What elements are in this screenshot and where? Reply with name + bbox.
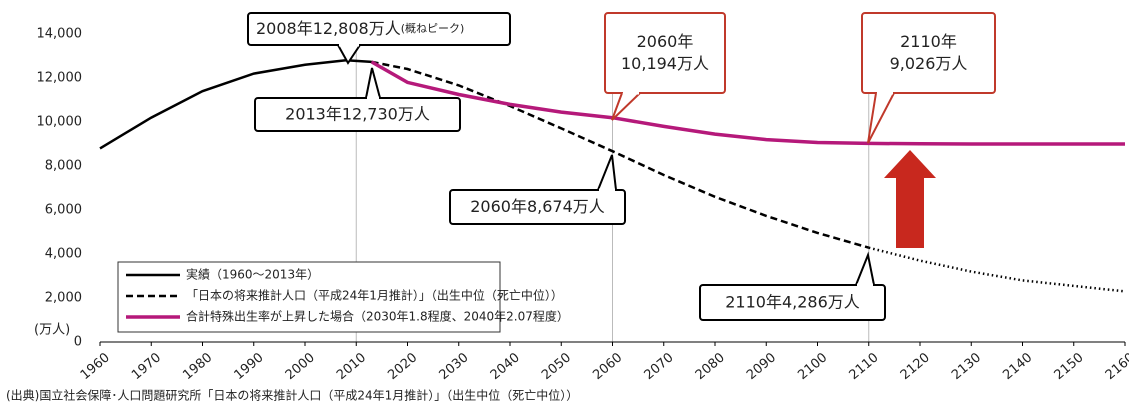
- annotation-line: 2110年: [900, 32, 957, 51]
- x-tick-label: 1980: [180, 350, 215, 383]
- annotation-line: 2013年12,730万人: [285, 104, 430, 123]
- legend: 実績（1960～2013年） 「日本の将来推計人口（平成24年1月推計）」（出生中…: [117, 261, 569, 333]
- annotation-box: [699, 284, 886, 321]
- annotation-pointer: [337, 44, 361, 65]
- annotation-text: 2008年12,808万人(概ねピーク): [256, 19, 464, 38]
- legend-label: 実績（1960～2013年）: [186, 267, 319, 282]
- y-tick-label: 4,000: [45, 247, 82, 262]
- annotation-text: 9,026万人: [890, 54, 968, 73]
- annotation: 2060年 10,194万人: [604, 12, 726, 121]
- x-tick-label: 2080: [693, 350, 728, 383]
- annotation-line: 2060年: [637, 32, 694, 51]
- annotation-text: 2110年: [900, 32, 957, 51]
- x-tick-label: 2160: [1103, 350, 1129, 383]
- annotation-box: [861, 12, 996, 94]
- y-tick-label: 2,000: [45, 291, 82, 306]
- series-line: [370, 60, 1125, 146]
- y-tick-label: 14,000: [37, 27, 83, 42]
- x-tick-label: 2100: [795, 350, 830, 383]
- annotation-pointer: [365, 67, 381, 99]
- x-tick-label: 1960: [78, 350, 113, 383]
- annotation-pointer: [611, 92, 641, 121]
- annotation-box: [247, 12, 511, 46]
- x-tick-label: 2020: [385, 350, 420, 383]
- x-tick-label: 1970: [129, 350, 164, 383]
- annotation-text: 2060年: [637, 32, 694, 51]
- x-tick-label: 2040: [488, 350, 523, 383]
- x-tick-label: 2060: [590, 350, 625, 383]
- annotation-text: 2110年4,286万人: [725, 292, 860, 311]
- x-tick-label: 2000: [283, 350, 318, 383]
- annotation-pointer: [867, 92, 895, 144]
- y-tick-label: 10,000: [37, 115, 83, 130]
- annotation: 2013年12,730万人: [254, 67, 461, 132]
- annotation-box: [254, 97, 461, 132]
- y-tick-label: 6,000: [45, 203, 82, 218]
- annotation: 2110年 9,026万人: [861, 12, 996, 144]
- y-tick-label: 12,000: [37, 71, 83, 86]
- series-line: [371, 60, 870, 249]
- annotation-box: [449, 189, 626, 225]
- x-tick-label: 2120: [898, 350, 933, 383]
- x-tick-label: 2010: [334, 350, 369, 383]
- legend-box: [117, 261, 501, 333]
- series-line: [868, 246, 1126, 293]
- x-tick-label: 2150: [1052, 350, 1087, 383]
- annotation-text: 2013年12,730万人: [285, 104, 430, 123]
- x-tick-label: 2090: [744, 350, 779, 383]
- annotation: 2110年4,286万人: [699, 251, 886, 321]
- annotation-note: (概ねピーク): [401, 22, 465, 35]
- annotation-box: [604, 12, 726, 94]
- x-tick-label: 2050: [539, 350, 574, 383]
- x-tick-label: 2070: [642, 350, 677, 383]
- y-unit-label: (万人): [34, 323, 70, 338]
- annotation-text: 10,194万人: [621, 54, 709, 73]
- x-tick-label: 2110: [847, 350, 882, 383]
- x-tick-label: 1990: [232, 350, 267, 383]
- annotation-text: 2060年8,674万人: [470, 197, 605, 216]
- annotation-pointer: [855, 251, 875, 286]
- up-arrow: [884, 150, 936, 248]
- y-tick-label: 0: [74, 335, 82, 350]
- annotation-pointer: [597, 154, 617, 191]
- legend-label: 「日本の将来推計人口（平成24年1月推計）」（出生中位（死亡中位））: [186, 288, 563, 303]
- x-tick-label: 2140: [1000, 350, 1035, 383]
- annotation-line: 2060年8,674万人: [470, 197, 605, 216]
- x-tick-label: 2130: [949, 350, 984, 383]
- annotation-line: 2008年12,808万人: [256, 19, 401, 38]
- source: (出典)国立社会保障･人口問題研究所「日本の将来推計人口（平成24年1月推計）」…: [6, 388, 578, 403]
- annotation: 2060年8,674万人: [449, 154, 626, 225]
- annotation-line: 10,194万人: [621, 54, 709, 73]
- annotation-line: 2110年4,286万人: [725, 292, 860, 311]
- legend-label: 合計特殊出生率が上昇した場合（2030年1.8程度、2040年2.07程度）: [186, 309, 569, 324]
- annotation-line: 9,026万人: [890, 54, 968, 73]
- y-tick-label: 8,000: [45, 159, 82, 174]
- x-tick-label: 2030: [437, 350, 472, 383]
- annotation: 2008年12,808万人(概ねピーク): [247, 12, 511, 65]
